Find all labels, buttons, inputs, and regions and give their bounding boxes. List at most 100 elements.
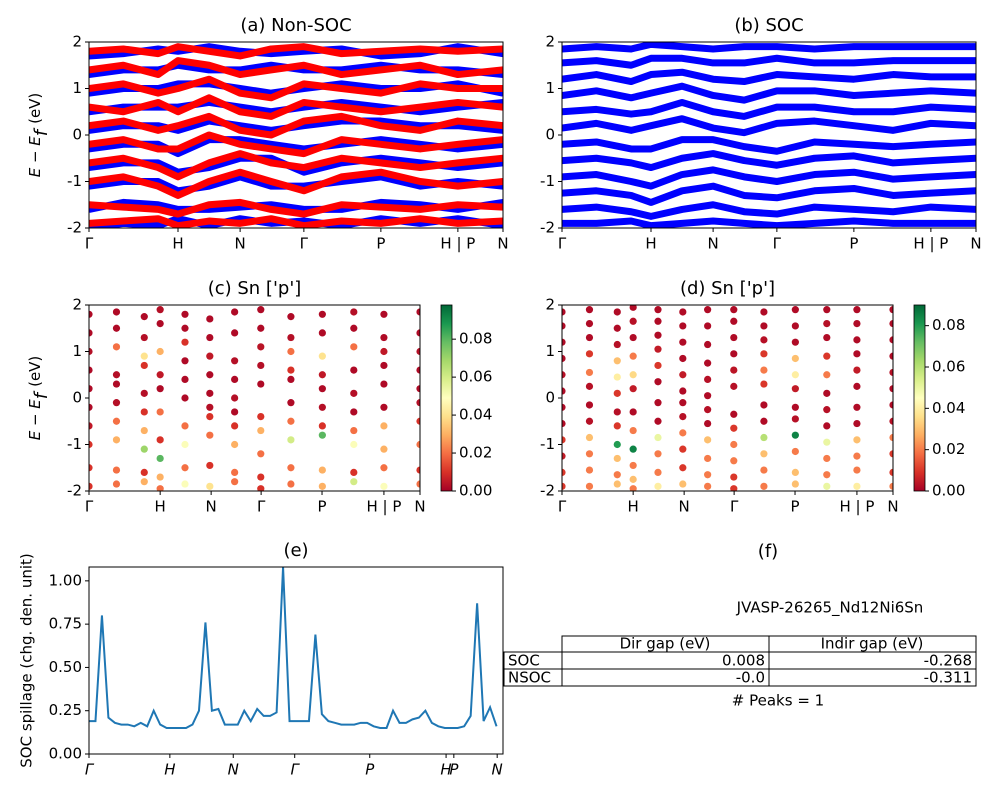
x-tick-label: Γ	[558, 235, 567, 253]
projection-point	[760, 482, 768, 490]
y-tick-label: -1	[540, 435, 555, 453]
projection-point	[156, 473, 164, 481]
projection-point	[181, 357, 189, 365]
y-tick-label: 2	[545, 33, 555, 51]
projection-point	[380, 333, 388, 342]
projection-point	[823, 471, 831, 479]
y-tick-label: 1	[545, 342, 555, 360]
band	[89, 43, 503, 60]
projection-point	[112, 308, 121, 316]
projection-point	[257, 361, 265, 370]
projection-point	[889, 368, 893, 377]
colorbar-tick-label: 0.04	[459, 406, 492, 424]
projection-point	[287, 480, 295, 488]
projection-point	[156, 347, 164, 356]
projection-point	[585, 482, 594, 490]
projection-point	[585, 333, 594, 342]
projection-point	[585, 350, 594, 358]
projection-point	[89, 366, 93, 374]
projection-point	[613, 422, 621, 430]
y-tick-label: -2	[67, 219, 82, 237]
band	[562, 42, 976, 53]
projection-point	[318, 385, 326, 393]
projection-point	[140, 478, 148, 486]
colorbar-tick-label: 0.06	[932, 358, 965, 376]
x-tick-label: H	[645, 235, 656, 253]
projection-point	[318, 466, 326, 474]
gap-table: (f) JVASP-26265_Nd12Ni6Sn Dir gap (eV) I…	[503, 541, 977, 710]
y-tick-label: 1	[72, 342, 82, 360]
projection-point	[654, 345, 662, 353]
y-tick-label: 2	[72, 296, 82, 314]
projection-point	[181, 440, 189, 449]
projection-point	[257, 426, 265, 435]
chart-title: (c) Sn ['p']	[208, 278, 302, 299]
projection-point	[206, 352, 214, 360]
projection-point	[585, 466, 594, 474]
band	[89, 173, 503, 195]
projection-point	[231, 357, 239, 365]
projection-point	[613, 373, 621, 381]
projection-point	[231, 329, 239, 337]
projection-point	[823, 333, 831, 342]
projection-point	[318, 329, 326, 337]
projection-point	[889, 401, 893, 409]
band	[562, 54, 976, 69]
colorbar-tick-label: 0.02	[932, 440, 965, 458]
projection-point	[181, 310, 189, 318]
x-tick-label: H | P	[913, 235, 948, 253]
projection-point	[380, 361, 388, 370]
projection-point	[380, 403, 388, 411]
y-tick-label: -2	[67, 482, 82, 500]
projection-point	[704, 436, 712, 444]
y-tick-label: 0	[545, 126, 555, 144]
projection-point	[112, 417, 121, 425]
projection-point	[287, 333, 295, 342]
projection-point	[730, 410, 738, 418]
projection-point	[679, 322, 687, 330]
projection-point	[823, 306, 831, 314]
band	[89, 117, 503, 134]
projection-point	[257, 306, 265, 314]
plot-area	[89, 567, 498, 730]
projection-point	[730, 317, 738, 325]
colorbar-tick-label: 0.02	[459, 444, 492, 462]
projection-point	[89, 482, 93, 490]
projection-point	[585, 417, 594, 425]
projection-point	[257, 473, 265, 481]
x-tick-label: H	[164, 761, 175, 779]
projection-point	[156, 408, 164, 416]
projection-point	[704, 419, 712, 428]
projection-point	[287, 375, 295, 383]
column-header: Dir gap (eV)	[620, 635, 711, 653]
y-tick-label: -1	[540, 172, 555, 190]
chart-title: (a) Non-SOC	[240, 15, 351, 36]
colorbar-tick-label: 0.00	[459, 482, 492, 500]
projection-point	[730, 473, 738, 481]
projection-point	[730, 382, 738, 390]
y-tick-label: 0.50	[49, 658, 82, 676]
projection-point	[380, 380, 388, 388]
projection-point	[181, 464, 189, 472]
projection-point	[613, 471, 621, 479]
projection-point	[156, 320, 164, 328]
projection-point	[853, 336, 861, 344]
band	[562, 98, 976, 120]
projection-point	[112, 466, 121, 474]
projection-point	[231, 375, 239, 383]
projection-point	[562, 468, 566, 476]
projection-point	[380, 347, 388, 356]
projection-point	[853, 403, 861, 411]
projection-point	[654, 306, 662, 314]
projection-point	[730, 440, 738, 449]
y-tick-label: 1	[72, 79, 82, 97]
projection-point	[206, 371, 214, 379]
plot-area	[562, 305, 893, 491]
projection-point	[654, 331, 662, 339]
projection-point	[760, 336, 768, 344]
projection-point	[791, 480, 799, 488]
projection-point	[156, 306, 164, 314]
projection-point	[823, 438, 831, 446]
band	[89, 112, 503, 139]
